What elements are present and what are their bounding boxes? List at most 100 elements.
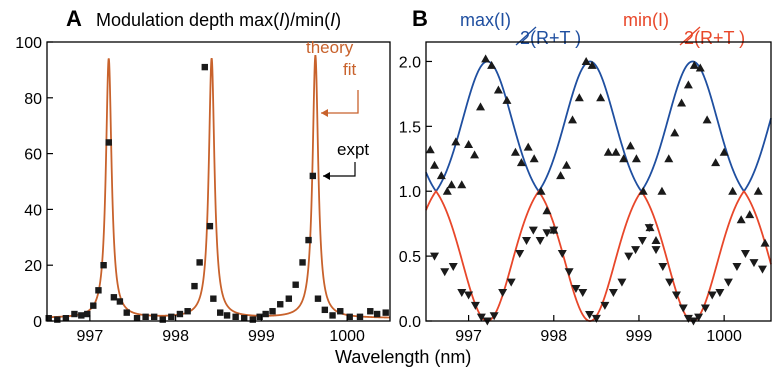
expt-point: [367, 308, 374, 315]
max-expt-point: [670, 128, 680, 137]
min-expt-point: [671, 291, 681, 300]
expt-point: [184, 308, 191, 315]
y-tick-label: 0.0: [399, 314, 421, 331]
legend-max-numerator: max(I): [460, 10, 511, 30]
panel-a-title-part: Modulation depth max(: [96, 10, 279, 30]
y-tick-label: 1.0: [399, 184, 421, 201]
y-tick-label: 2.0: [399, 54, 421, 71]
min-expt-point: [515, 250, 525, 259]
min-expt-point: [464, 291, 474, 300]
max-expt-point: [568, 115, 578, 124]
panel-a-title: Modulation depth max(I)/min(I): [96, 10, 341, 30]
max-expt-point: [542, 206, 552, 215]
max-expt-point: [760, 238, 770, 247]
x-tick-label: 999: [626, 328, 653, 345]
max-expt-point: [711, 158, 721, 167]
max-expt-point: [451, 137, 461, 146]
min-expt-point: [430, 252, 440, 261]
panel-a-frame: [46, 41, 391, 322]
max-expt-point: [529, 154, 539, 163]
expt-point: [105, 139, 112, 146]
min-expt-point: [585, 311, 595, 320]
y-tick-label: 60: [24, 147, 42, 164]
max-expt-point: [556, 171, 566, 180]
max-expt-point: [430, 160, 440, 169]
max-expt-point: [481, 54, 491, 63]
panel-b-points: [425, 54, 770, 326]
min-expt-point: [470, 301, 480, 310]
min-expt-point: [631, 246, 641, 255]
expt-point: [346, 313, 353, 321]
expt-point: [45, 315, 52, 322]
min-expt-point: [498, 288, 508, 297]
panel-a-title-part: )/min(: [284, 10, 330, 30]
expt-point: [382, 309, 389, 316]
expt-point: [337, 308, 344, 315]
min-expt-point: [732, 262, 742, 271]
expt-point: [123, 309, 130, 316]
x-tick-label: 997: [77, 328, 104, 345]
expt-point: [241, 315, 248, 322]
min-expt-point: [457, 288, 467, 297]
expt-point: [71, 310, 78, 318]
panel-a: A Modulation depth max(I)/min(I) 997 998 9…: [15, 6, 391, 345]
expt-point: [54, 316, 61, 323]
max-expt-point: [702, 115, 712, 124]
expt-point: [329, 312, 336, 319]
expt-point: [232, 313, 239, 321]
max-expt-point: [457, 180, 467, 189]
min-expt-point: [557, 250, 567, 259]
max-expt-point: [689, 60, 699, 69]
expt-point: [90, 302, 97, 309]
min-expt-point: [723, 278, 733, 287]
expt-point: [110, 294, 118, 301]
max-expt-point: [753, 186, 763, 195]
x-tick-label: 1000: [329, 328, 365, 345]
min-expt-point: [591, 314, 601, 323]
y-tick-label: 1.5: [399, 119, 421, 136]
max-expt-point: [581, 56, 591, 65]
expt-point: [150, 313, 158, 321]
expt-point: [373, 310, 381, 318]
max-expt-point: [493, 85, 503, 94]
expt-point: [262, 310, 269, 318]
min-expt-point: [542, 229, 552, 238]
x-axis-label: Wavelength (nm): [335, 347, 471, 367]
expt-point: [95, 287, 102, 294]
min-expt-point: [528, 226, 538, 235]
max-expt-point: [523, 142, 533, 151]
max-curve: [425, 60, 772, 193]
min-expt-point: [624, 252, 634, 261]
max-expt-point: [574, 93, 584, 102]
arrow-expt-head: [323, 172, 330, 180]
max-expt-point: [677, 98, 687, 107]
expt-point: [321, 306, 329, 314]
max-expt-point: [625, 141, 635, 150]
max-expt-point: [619, 154, 629, 163]
max-expt-point: [603, 147, 613, 156]
panel-a-title-part: ): [335, 10, 341, 30]
expt-point: [191, 282, 198, 290]
panel-a-label: A: [66, 6, 82, 31]
max-expt-point: [487, 60, 497, 69]
y-tick-label: 0.5: [399, 249, 421, 266]
panel-b-lines: [425, 60, 772, 322]
expt-point: [223, 312, 231, 319]
min-expt-point: [440, 268, 450, 277]
max-expt-point: [476, 102, 486, 111]
expt-point: [305, 236, 312, 244]
max-expt-point: [464, 140, 474, 149]
legend-min-denominator: 2(R+T ): [684, 28, 745, 48]
min-expt-point: [694, 313, 704, 322]
min-expt-point: [564, 268, 574, 277]
expt-point: [249, 316, 256, 323]
panel-b-label: B: [412, 6, 428, 31]
max-expt-point: [651, 236, 661, 245]
panel-b-ticks: 997 998 999 1000 0.0 0.5 1.0 1.5 2.0: [399, 54, 742, 345]
panel-b: B max(I) 2(R+T ) min(I) 2(R+T ) 997 998 99…: [399, 6, 772, 345]
min-expt-point: [651, 246, 661, 255]
expt-point: [292, 281, 299, 288]
expt-point: [78, 312, 85, 319]
expt-point: [133, 315, 141, 322]
